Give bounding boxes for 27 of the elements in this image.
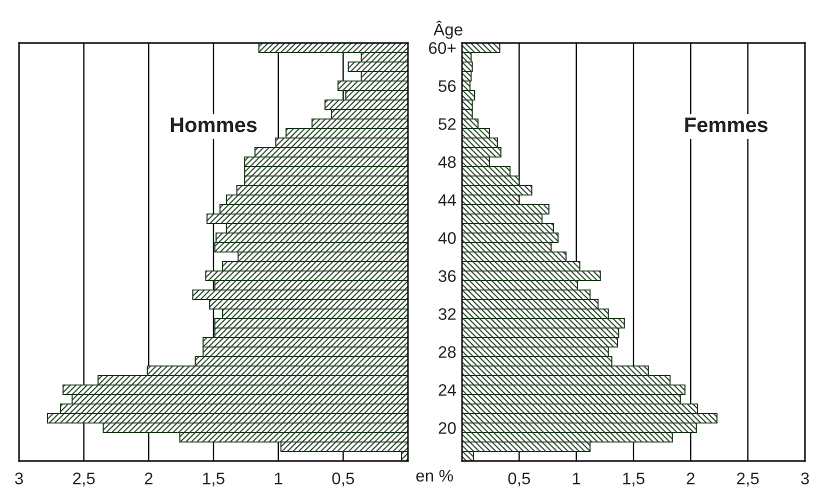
x-axis-title: en % <box>416 470 453 482</box>
x-tick-label: 0,5 <box>508 472 530 486</box>
y-tick-label: 48 <box>438 156 456 168</box>
x-tick-label: 3 <box>15 472 23 484</box>
x-tick-label: 2,5 <box>73 472 95 486</box>
y-axis-title: Âge <box>433 20 462 39</box>
y-tick-label: 56 <box>438 80 456 92</box>
annotation: Femmes <box>685 118 768 132</box>
y-tick-label: 44 <box>438 194 456 206</box>
x-tick-label: 0,5 <box>332 472 354 486</box>
x-tick-label: 1,5 <box>623 472 644 486</box>
y-tick-label: 20 <box>438 422 456 434</box>
y-tick-label: 28 <box>438 346 456 358</box>
y-tick-label: 36 <box>438 270 456 282</box>
x-tick-label: 2,5 <box>737 472 759 486</box>
x-tick-label: 1,5 <box>203 472 224 486</box>
y-tick-label: 52 <box>438 118 456 130</box>
x-tick-label: 2 <box>144 472 152 484</box>
y-tick-label: 60+ <box>429 42 456 54</box>
x-tick-label: 3 <box>801 472 809 484</box>
y-tick-label: 32 <box>438 308 456 320</box>
y-tick-label: 24 <box>438 384 456 396</box>
annotation: Hommes <box>170 118 257 132</box>
x-tick-label: 2 <box>686 472 694 484</box>
y-tick-label: 40 <box>438 232 456 244</box>
x-tick-label: 1 <box>274 472 282 484</box>
x-tick-label: 1 <box>572 472 580 484</box>
